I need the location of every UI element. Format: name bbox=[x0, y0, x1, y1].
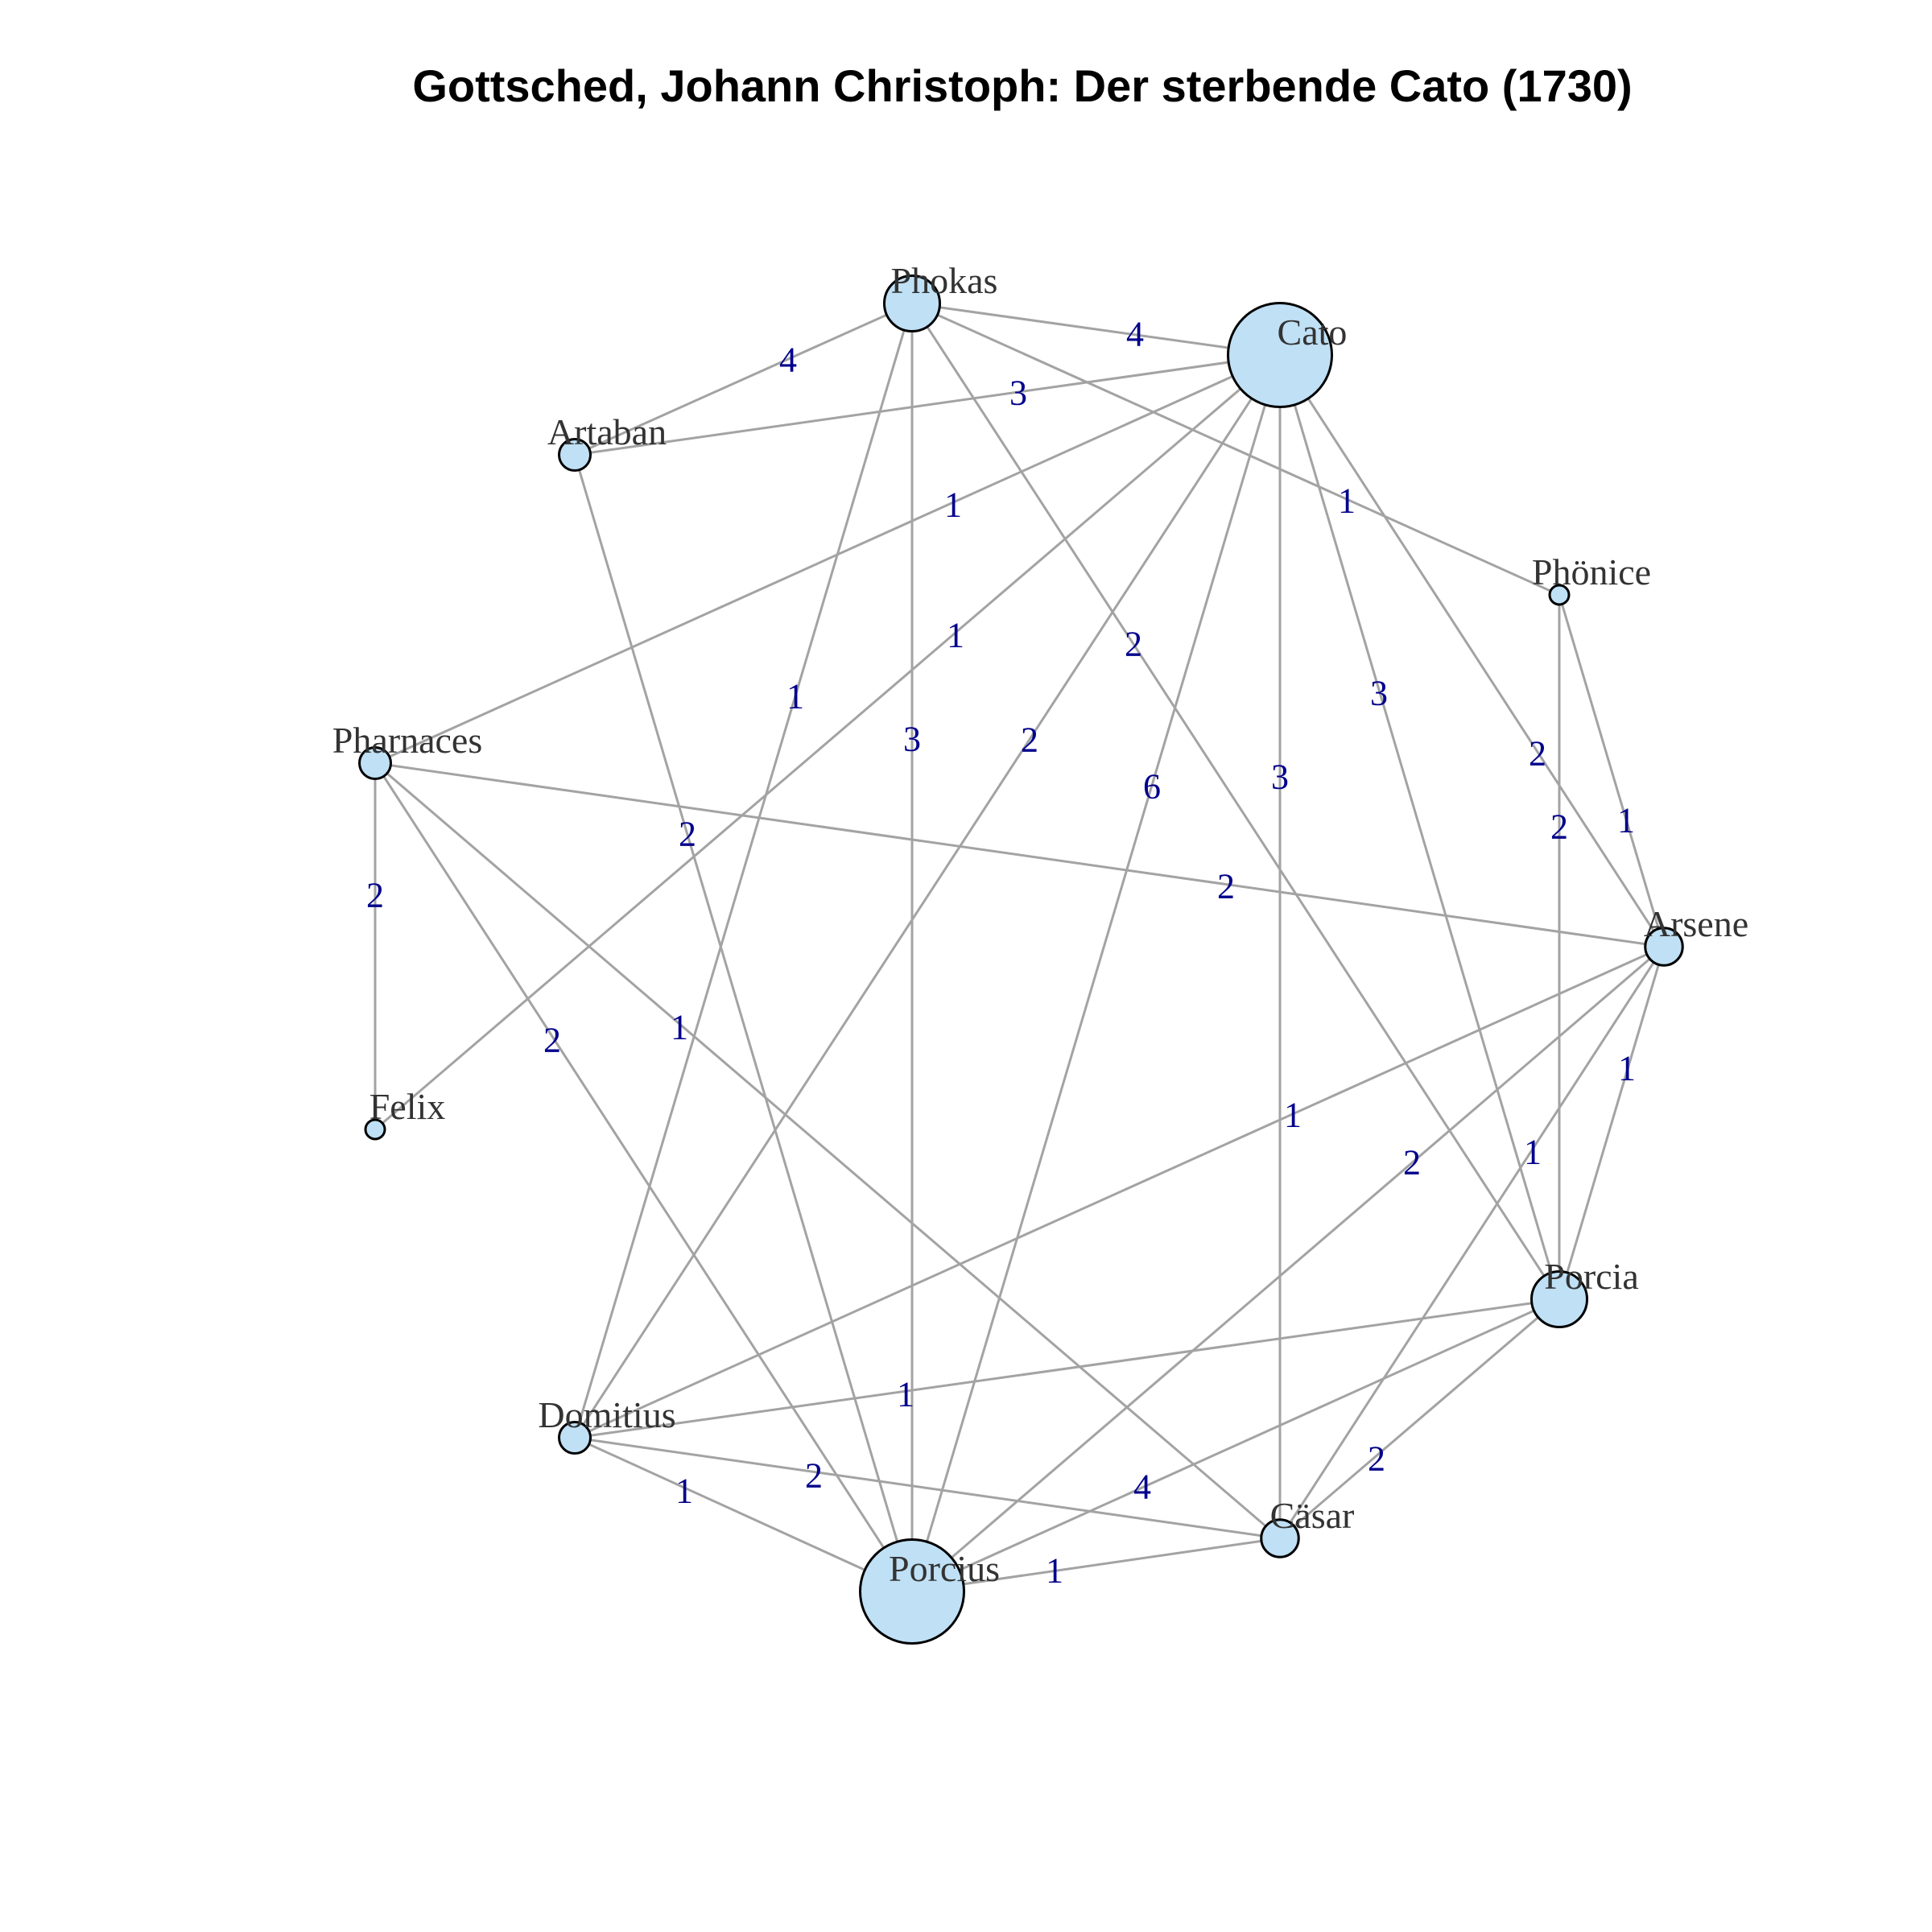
edge-weight-label: 1 bbox=[786, 677, 804, 716]
edge-weight-label: 1 bbox=[1284, 1096, 1302, 1135]
edge-weight-label: 1 bbox=[1046, 1551, 1063, 1591]
edge-phonice-arsene bbox=[1558, 594, 1666, 947]
edge-weight-label: 2 bbox=[805, 1456, 823, 1496]
edge-weight-label: 3 bbox=[1009, 374, 1027, 413]
edge-phokas-phonice bbox=[911, 302, 1560, 597]
edge-weight-label: 1 bbox=[1617, 801, 1635, 840]
edge-arsene-porcia bbox=[1558, 946, 1666, 1300]
edge-phokas-artaban bbox=[574, 302, 913, 456]
edge-weight-label: 2 bbox=[679, 815, 696, 854]
edge-cato-arsene bbox=[1278, 354, 1666, 947]
edge-cato-porcius bbox=[910, 354, 1282, 1592]
edge-weight-label: 6 bbox=[1143, 767, 1161, 807]
edge-weight-label: 4 bbox=[779, 341, 797, 380]
edge-weight-label: 2 bbox=[1217, 867, 1235, 906]
node-casar bbox=[1260, 1518, 1300, 1558]
edge-cato-pharnaces bbox=[374, 353, 1281, 765]
node-artaban bbox=[558, 438, 592, 472]
edge-phokas-cato bbox=[911, 302, 1281, 357]
edge-weight-label: 2 bbox=[1529, 734, 1546, 774]
edge-weight-label: 1 bbox=[944, 485, 962, 525]
edge-weight-label: 1 bbox=[1618, 1049, 1636, 1088]
edge-arsene-casar bbox=[1278, 946, 1666, 1539]
edge-cato-domitius bbox=[573, 354, 1282, 1439]
edge-porcia-domitius bbox=[574, 1298, 1560, 1439]
edge-weight-label: 2 bbox=[543, 1021, 561, 1060]
edge-pharnaces-porcius bbox=[374, 762, 914, 1592]
edge-weight-label: 3 bbox=[1370, 674, 1388, 713]
edge-weight-label: 2 bbox=[1368, 1439, 1385, 1479]
node-label-phonice: Phönice bbox=[1532, 551, 1651, 592]
edge-weight-label: 1 bbox=[1524, 1133, 1542, 1172]
node-label-porcia: Porcia bbox=[1544, 1256, 1639, 1297]
edge-weight-label: 4 bbox=[1126, 315, 1144, 354]
edge-pharnaces-casar bbox=[374, 762, 1281, 1540]
edge-pharnaces-arsene bbox=[374, 762, 1665, 948]
edge-cato-porcia bbox=[1278, 354, 1561, 1300]
node-label-cato: Cato bbox=[1278, 312, 1348, 353]
edge-porcia-porcius bbox=[911, 1298, 1560, 1593]
edge-weight-label: 2 bbox=[1021, 720, 1038, 760]
edge-domitius-casar bbox=[574, 1436, 1281, 1540]
edge-weight-label: 1 bbox=[1338, 481, 1356, 521]
node-porcius bbox=[859, 1538, 965, 1645]
node-phonice bbox=[1548, 584, 1571, 606]
edge-weight-label: 3 bbox=[1271, 758, 1289, 797]
node-felix bbox=[364, 1118, 386, 1141]
edge-phokas-domitius bbox=[573, 303, 914, 1439]
node-domitius bbox=[558, 1421, 592, 1455]
edge-weight-label: 4 bbox=[1133, 1468, 1151, 1507]
edge-weight-label: 2 bbox=[1550, 807, 1568, 847]
node-phokas bbox=[883, 275, 941, 332]
edge-arsene-domitius bbox=[574, 945, 1665, 1439]
edges-layer bbox=[374, 302, 1666, 1593]
edge-porcius-casar bbox=[911, 1537, 1281, 1593]
edge-weight-label: 1 bbox=[897, 1375, 914, 1414]
edge-arsene-porcius bbox=[911, 945, 1665, 1593]
edge-weight-label: 1 bbox=[671, 1008, 688, 1047]
node-label-felix: Felix bbox=[369, 1086, 446, 1127]
node-cato bbox=[1227, 302, 1333, 408]
node-label-phokas: Phokas bbox=[891, 260, 998, 301]
edge-weight-label: 2 bbox=[1403, 1143, 1421, 1183]
edge-weight-label: 3 bbox=[903, 720, 921, 759]
edge-domitius-porcius bbox=[574, 1436, 913, 1593]
node-pharnaces bbox=[358, 746, 392, 780]
edge-artaban-porcius bbox=[573, 454, 914, 1592]
edge-weight-label: 1 bbox=[947, 616, 964, 655]
node-label-pharnaces: Pharnaces bbox=[332, 720, 482, 761]
node-porcia bbox=[1530, 1270, 1588, 1328]
edge-phokas-porcia bbox=[910, 303, 1561, 1300]
edge-weight-label: 2 bbox=[366, 876, 384, 915]
edge-weight-label: 1 bbox=[675, 1472, 693, 1511]
edge-weight-label: 2 bbox=[1125, 625, 1142, 664]
graph-title: Gottsched, Johann Christoph: Der sterben… bbox=[412, 60, 1632, 111]
node-arsene bbox=[1644, 927, 1684, 967]
nodes-layer bbox=[358, 275, 1684, 1645]
node-label-artaban: Artaban bbox=[547, 411, 667, 452]
edge-porcia-casar bbox=[1279, 1298, 1560, 1540]
edge-artaban-cato bbox=[574, 353, 1281, 456]
node-label-casar: Cäsar bbox=[1270, 1495, 1355, 1536]
node-label-domitius: Domitius bbox=[538, 1394, 675, 1435]
edge-cato-felix bbox=[374, 353, 1281, 1131]
node-labels-layer: Phokas Cato Artaban Phönice Pharnaces Arsene F… bbox=[332, 260, 1748, 1589]
node-label-porcius: Porcius bbox=[889, 1548, 1000, 1589]
node-label-arsene: Arsene bbox=[1644, 903, 1748, 944]
